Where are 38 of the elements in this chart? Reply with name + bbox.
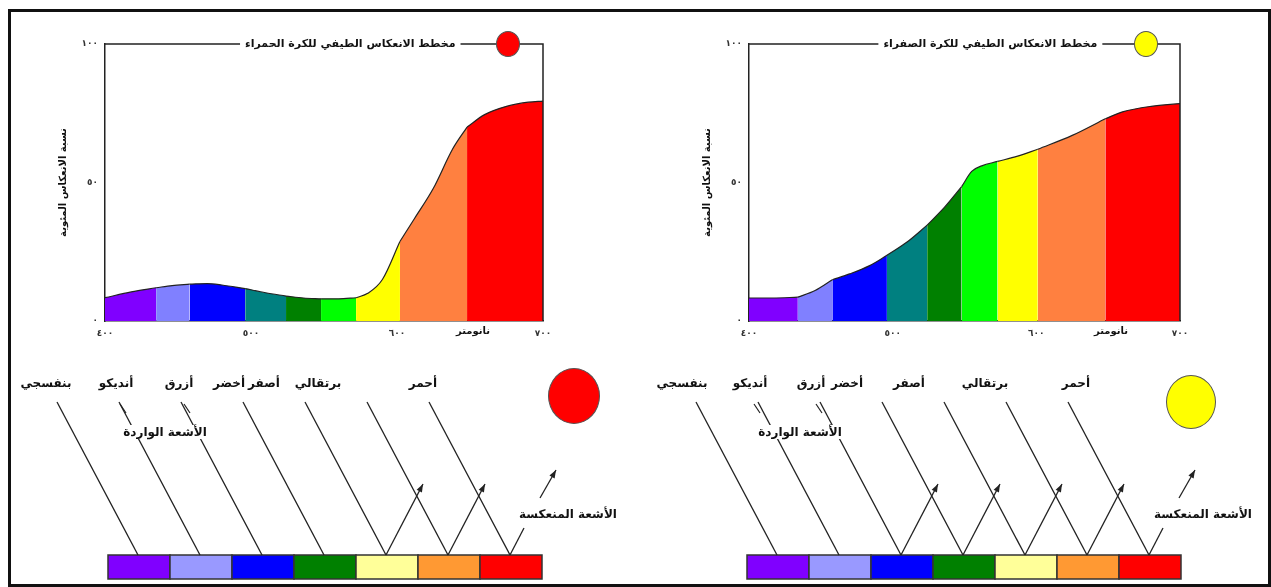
y-tick-label: ٥٠: [731, 176, 742, 187]
y-tick-label: ١٠٠: [725, 38, 742, 49]
text: برتقالي: [292, 376, 344, 390]
y-axis-title: نسبة الانعكاس المئوية: [56, 128, 69, 237]
x-tick-label: ٥٠٠: [242, 327, 260, 338]
y-tick-label: ٠: [92, 315, 98, 326]
x-axis-title: نانومتر: [1093, 324, 1129, 337]
y-tick-label: ٠: [736, 315, 742, 326]
x-axis-title: نانومتر: [454, 324, 490, 337]
text: أزرق: [162, 376, 196, 390]
text: أزرق: [794, 376, 828, 390]
text: أنديكو: [96, 376, 136, 390]
y-tick-label: ٥٠: [87, 176, 98, 187]
x-tick-label: ٦٠٠: [1028, 327, 1045, 338]
chart-title: مخطط الانعكاس الطيفي للكرة الصفراء: [883, 36, 1098, 50]
text: برتقالي: [959, 376, 1011, 390]
x-tick-label: ٥٠٠: [884, 327, 901, 338]
x-tick-label: ٦٠٠: [388, 327, 406, 338]
text: أنديكو: [730, 376, 770, 390]
x-tick-label: ٤٠٠: [96, 327, 114, 338]
x-tick-label: ٧٠٠: [1171, 327, 1189, 338]
x-tick-label: ٤٠٠: [740, 327, 758, 338]
text: الأشعة الواردة: [756, 425, 844, 439]
x-tick-label: ٧٠٠: [534, 327, 552, 338]
text: أحمر: [406, 376, 440, 390]
text: الأشعة المنعكسة: [517, 507, 619, 521]
text: بنفسجي: [18, 376, 74, 390]
text: أصفر: [246, 376, 282, 390]
text: بنفسجي: [654, 376, 710, 390]
y-tick-label: ١٠٠: [81, 38, 98, 49]
text: أحمر: [1059, 376, 1093, 390]
text: الأشعة المنعكسة: [1152, 507, 1254, 521]
text: أخضر: [210, 376, 248, 390]
y-axis-title: نسبة الانعكاس المئوية: [700, 128, 713, 237]
text: أخضر: [828, 376, 866, 390]
text: الأشعة الواردة: [121, 425, 209, 439]
chart-title: مخطط الانعكاس الطيفي للكرة الحمراء: [245, 36, 456, 50]
text: أصفر: [891, 376, 927, 390]
